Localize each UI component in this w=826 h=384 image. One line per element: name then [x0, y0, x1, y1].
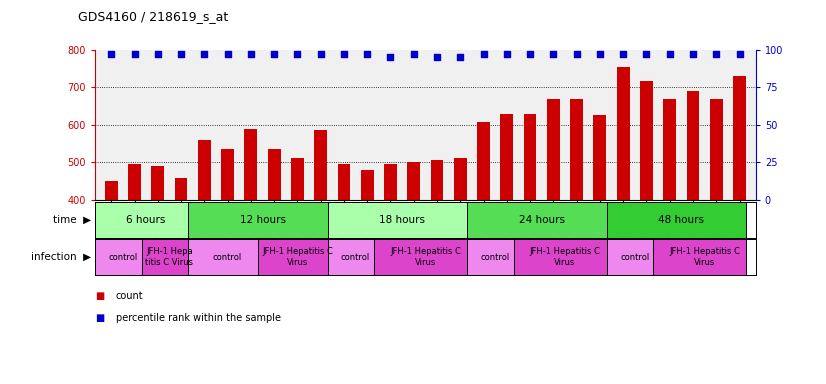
Bar [607, 202, 747, 238]
Text: 6 hours: 6 hours [126, 215, 166, 225]
Point [686, 51, 700, 58]
Point [733, 51, 746, 58]
Bar [733, 76, 746, 200]
Bar [188, 239, 258, 275]
Point [361, 51, 374, 58]
Bar [686, 91, 700, 200]
Point [174, 51, 188, 58]
Bar [258, 239, 328, 275]
Bar [663, 99, 676, 200]
Bar [594, 116, 606, 200]
Bar [468, 239, 514, 275]
Point [477, 51, 490, 58]
Point [314, 51, 327, 58]
Text: time  ▶: time ▶ [53, 215, 91, 225]
Text: JFH-1 Hepa
titis C Virus: JFH-1 Hepa titis C Virus [145, 247, 193, 267]
Bar [291, 159, 304, 200]
Bar [174, 178, 188, 200]
Text: GDS4160 / 218619_s_at: GDS4160 / 218619_s_at [78, 10, 229, 23]
Bar [244, 129, 257, 200]
Bar [524, 114, 537, 200]
Bar [454, 159, 467, 200]
Bar [407, 162, 420, 200]
Point [616, 51, 629, 58]
Point [221, 51, 235, 58]
Text: ■: ■ [95, 313, 104, 323]
Text: ■: ■ [95, 291, 104, 301]
Point [291, 51, 304, 58]
Bar [468, 202, 607, 238]
Point [384, 55, 397, 61]
Bar [501, 114, 513, 200]
Bar [617, 67, 629, 200]
Point [570, 51, 583, 58]
Bar [547, 99, 560, 200]
Point [524, 51, 537, 58]
Text: 48 hours: 48 hours [658, 215, 705, 225]
Text: control: control [108, 253, 138, 262]
Text: JFH-1 Hepatitis C
Virus: JFH-1 Hepatitis C Virus [669, 247, 740, 267]
Bar [95, 202, 188, 238]
Bar [188, 202, 328, 238]
Text: JFH-1 Hepatitis C
Virus: JFH-1 Hepatitis C Virus [529, 247, 601, 267]
Bar [640, 81, 653, 200]
Bar [374, 239, 468, 275]
Text: 18 hours: 18 hours [379, 215, 425, 225]
Point [453, 55, 467, 61]
Text: JFH-1 Hepatitis C
Virus: JFH-1 Hepatitis C Virus [390, 247, 461, 267]
Text: control: control [481, 253, 510, 262]
Point [710, 51, 723, 58]
Bar [384, 164, 396, 200]
Text: 12 hours: 12 hours [240, 215, 286, 225]
Bar [328, 202, 468, 238]
Point [547, 51, 560, 58]
Text: count: count [116, 291, 143, 301]
Bar [514, 239, 607, 275]
Text: control: control [341, 253, 370, 262]
Bar [653, 239, 747, 275]
Point [501, 51, 514, 58]
Text: JFH-1 Hepatitis C
Virus: JFH-1 Hepatitis C Virus [262, 247, 333, 267]
Bar [607, 239, 653, 275]
Text: infection  ▶: infection ▶ [31, 252, 91, 262]
Bar [128, 164, 141, 200]
Bar [314, 131, 327, 200]
Point [337, 51, 350, 58]
Point [663, 51, 676, 58]
Bar [268, 149, 281, 200]
Text: percentile rank within the sample: percentile rank within the sample [116, 313, 281, 323]
Point [197, 51, 211, 58]
Bar [151, 166, 164, 200]
Bar [105, 181, 117, 200]
Text: control: control [213, 253, 242, 262]
Point [430, 55, 444, 61]
Point [407, 51, 420, 58]
Bar [198, 140, 211, 200]
Bar [430, 161, 444, 200]
Bar [328, 239, 374, 275]
Bar [141, 239, 188, 275]
Point [244, 51, 258, 58]
Text: control: control [620, 253, 649, 262]
Bar [338, 164, 350, 200]
Point [105, 51, 118, 58]
Bar [570, 99, 583, 200]
Point [593, 51, 606, 58]
Point [268, 51, 281, 58]
Bar [95, 239, 141, 275]
Text: 24 hours: 24 hours [519, 215, 565, 225]
Bar [361, 170, 373, 200]
Point [640, 51, 653, 58]
Bar [221, 149, 234, 200]
Bar [477, 122, 490, 200]
Point [151, 51, 164, 58]
Point [128, 51, 141, 58]
Bar [710, 99, 723, 200]
